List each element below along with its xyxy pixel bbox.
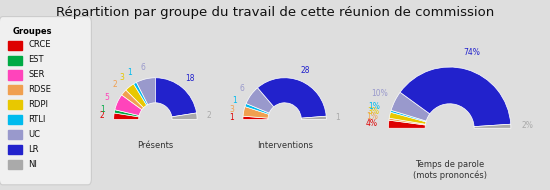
Wedge shape: [389, 112, 426, 124]
Bar: [8, 160, 23, 169]
Text: 6: 6: [140, 63, 145, 72]
Wedge shape: [243, 116, 268, 120]
Text: 1%: 1%: [368, 102, 380, 111]
Wedge shape: [243, 107, 269, 118]
Text: 74%: 74%: [463, 48, 480, 57]
Bar: [8, 145, 23, 154]
Text: 1: 1: [232, 97, 237, 105]
Wedge shape: [246, 88, 274, 113]
Wedge shape: [391, 92, 430, 121]
Text: 10%: 10%: [371, 89, 388, 98]
Text: UC: UC: [29, 130, 40, 139]
Bar: [8, 115, 23, 124]
Text: Interventions: Interventions: [257, 141, 312, 150]
Text: SER: SER: [29, 70, 45, 79]
Text: LR: LR: [29, 145, 39, 154]
Bar: [8, 55, 23, 65]
Text: EST: EST: [29, 55, 44, 64]
Text: Présents: Présents: [138, 141, 173, 150]
Text: NI: NI: [29, 160, 37, 169]
Text: 1: 1: [336, 113, 340, 122]
Text: Temps de parole
(mots prononcés): Temps de parole (mots prononcés): [412, 160, 487, 180]
Text: 1: 1: [101, 105, 106, 114]
Bar: [8, 130, 23, 139]
Text: Répartition par groupe du travail de cette réunion de commission: Répartition par groupe du travail de cet…: [56, 6, 494, 19]
Wedge shape: [172, 113, 197, 120]
Text: 6: 6: [239, 84, 244, 93]
Wedge shape: [114, 113, 139, 120]
Wedge shape: [122, 90, 144, 110]
Wedge shape: [245, 104, 269, 114]
Text: 2: 2: [206, 111, 211, 120]
Wedge shape: [301, 116, 326, 120]
Wedge shape: [389, 118, 426, 125]
Text: 1%: 1%: [366, 112, 378, 121]
Text: CRCE: CRCE: [29, 40, 51, 49]
Wedge shape: [388, 120, 425, 128]
Bar: [8, 40, 23, 50]
Text: 1: 1: [229, 113, 234, 122]
Wedge shape: [390, 110, 426, 122]
Text: 1: 1: [127, 68, 131, 77]
Bar: [8, 86, 23, 94]
Text: 3: 3: [230, 105, 235, 114]
Wedge shape: [257, 78, 326, 118]
Wedge shape: [474, 124, 511, 128]
Text: 2: 2: [100, 111, 104, 120]
FancyBboxPatch shape: [0, 17, 91, 185]
Text: 2%: 2%: [522, 121, 534, 130]
Text: Groupes: Groupes: [13, 28, 52, 36]
Wedge shape: [126, 84, 147, 108]
Wedge shape: [114, 110, 139, 117]
Wedge shape: [155, 78, 196, 117]
Wedge shape: [115, 95, 142, 116]
Text: 28: 28: [300, 66, 310, 75]
Wedge shape: [400, 67, 511, 127]
Text: 5: 5: [104, 93, 109, 102]
Text: 3: 3: [120, 73, 125, 82]
Wedge shape: [134, 82, 148, 105]
Text: 2: 2: [112, 80, 117, 89]
Text: 4%: 4%: [365, 119, 377, 127]
Text: RDSE: RDSE: [29, 85, 51, 94]
Bar: [8, 70, 23, 79]
Bar: [8, 100, 23, 109]
Text: RDPI: RDPI: [29, 100, 48, 109]
Text: RTLI: RTLI: [29, 115, 46, 124]
Text: 18: 18: [185, 74, 195, 83]
Text: 3%: 3%: [367, 107, 379, 116]
Wedge shape: [136, 78, 155, 105]
